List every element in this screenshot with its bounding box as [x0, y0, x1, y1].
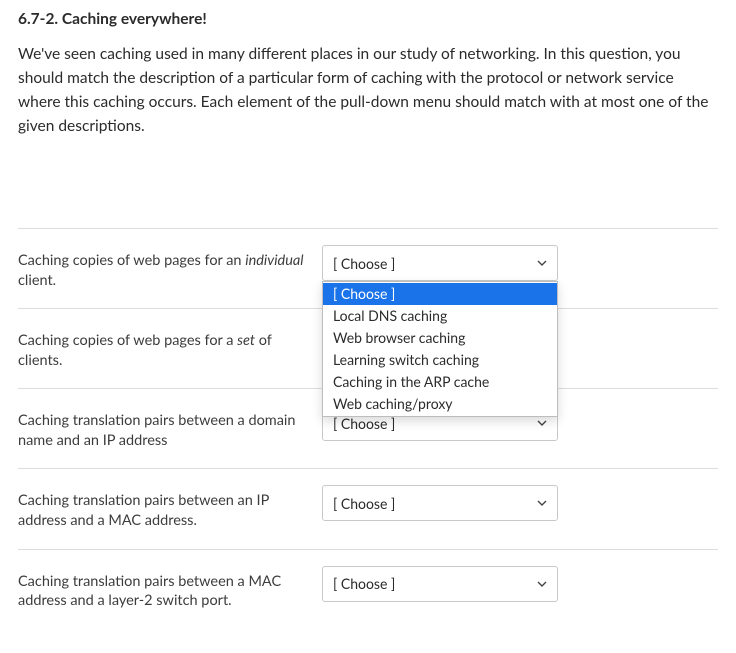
match-row: Caching translation pairs between an IP …: [18, 468, 718, 548]
dropdown-option[interactable]: Caching in the ARP cache: [323, 371, 557, 393]
dropdown-option[interactable]: Learning switch caching: [323, 349, 557, 371]
dropdown-panel: [ Choose ] Local DNS caching Web browser…: [322, 281, 558, 417]
dropdown-option[interactable]: Web browser caching: [323, 327, 557, 349]
choose-select[interactable]: [ Choose ]: [322, 566, 558, 602]
select-wrap: [ Choose ]: [322, 485, 558, 521]
question-container: 6.7-2. Caching everywhere! We've seen ca…: [0, 0, 736, 653]
match-label: Caching copies of web pages for an indiv…: [18, 245, 314, 290]
match-label: Caching translation pairs between a doma…: [18, 405, 314, 450]
select-value: [ Choose ]: [333, 415, 395, 432]
dropdown-option[interactable]: Local DNS caching: [323, 305, 557, 327]
select-wrap: [ Choose ]: [322, 566, 558, 602]
choose-select[interactable]: [ Choose ]: [322, 485, 558, 521]
select-value: [ Choose ]: [333, 575, 395, 592]
select-value: [ Choose ]: [333, 495, 395, 512]
match-row: Caching translation pairs between a MAC …: [18, 549, 718, 629]
select-wrap: [ Choose ] [ Choose ] Local DNS caching …: [322, 245, 558, 281]
chevron-down-icon: [537, 418, 547, 428]
dropdown-option[interactable]: [ Choose ]: [323, 283, 557, 305]
select-value: [ Choose ]: [333, 255, 395, 272]
match-row: Caching copies of web pages for an indiv…: [18, 228, 718, 308]
choose-select[interactable]: [ Choose ]: [322, 245, 558, 281]
chevron-down-icon: [537, 498, 547, 508]
question-title: 6.7-2. Caching everywhere!: [18, 10, 718, 28]
dropdown-option[interactable]: Web caching/proxy: [323, 393, 557, 415]
chevron-down-icon: [537, 258, 547, 268]
match-label: Caching translation pairs between a MAC …: [18, 566, 314, 611]
question-body: We've seen caching used in many differen…: [18, 42, 718, 138]
match-label: Caching translation pairs between an IP …: [18, 485, 314, 530]
match-label: Caching copies of web pages for a set of…: [18, 325, 314, 370]
chevron-down-icon: [537, 579, 547, 589]
